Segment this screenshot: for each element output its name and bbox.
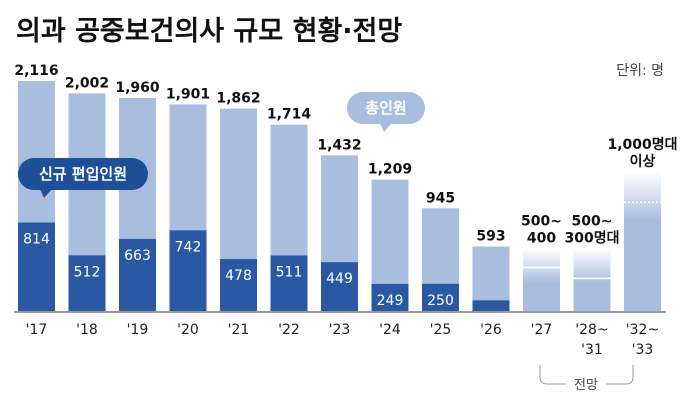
forecast-label-0: 500~ 400 bbox=[521, 214, 562, 247]
x-tick-12: '32~ '33 bbox=[626, 322, 659, 358]
bar-new-8 bbox=[422, 283, 459, 311]
label-new-1: 512 bbox=[74, 264, 101, 280]
forecast-label-1: 500~ 300명대 bbox=[565, 214, 620, 247]
bar-new-1 bbox=[68, 255, 106, 311]
x-tick-0: '17 bbox=[26, 322, 48, 338]
label-total-1: 2,002 bbox=[65, 75, 109, 91]
x-tick-3: '20 bbox=[177, 322, 199, 338]
bar-new-3 bbox=[169, 230, 207, 311]
x-tick-2: '19 bbox=[127, 322, 149, 338]
label-total-3: 1,901 bbox=[166, 86, 210, 102]
label-total-9: 593 bbox=[476, 229, 505, 245]
label-new-5: 511 bbox=[276, 264, 303, 280]
bar-new-4 bbox=[220, 259, 257, 311]
label-new-0: 814 bbox=[23, 232, 50, 248]
x-tick-9: '26 bbox=[480, 322, 502, 338]
legend-total-bg bbox=[347, 92, 425, 124]
x-tick-7: '24 bbox=[379, 322, 401, 338]
label-new-6: 449 bbox=[326, 271, 353, 287]
bar-new-9 bbox=[472, 300, 510, 311]
bar-new-6 bbox=[321, 262, 358, 311]
chart-title: 의과 공중보건의사 규모 현황·전망 bbox=[16, 16, 402, 47]
label-new-7: 249 bbox=[377, 293, 404, 309]
forecast-label: 전망 bbox=[574, 378, 598, 393]
x-axis-ticks: '17 '18 '19 '20 '21 '22 '23 '24 '25 '26 '27 '28~ '31… bbox=[26, 322, 660, 358]
label-total-0: 2,116 bbox=[14, 63, 58, 79]
label-total-5: 1,714 bbox=[267, 107, 312, 123]
label-new-8: 250 bbox=[427, 293, 454, 309]
label-new-9: 98 bbox=[482, 309, 500, 325]
label-total-4: 1,862 bbox=[216, 91, 260, 107]
x-tick-1: '18 bbox=[76, 322, 98, 338]
bar-new-7 bbox=[371, 283, 409, 311]
label-new-4: 478 bbox=[225, 268, 252, 284]
label-new-3: 742 bbox=[175, 239, 202, 255]
bar-new-5 bbox=[270, 255, 308, 311]
x-tick-6: '23 bbox=[329, 322, 351, 338]
forecast-bar-0 bbox=[523, 248, 560, 311]
x-tick-5: '22 bbox=[278, 322, 300, 338]
forecast-bar-1 bbox=[573, 248, 611, 311]
bar-new-0 bbox=[18, 222, 55, 311]
unit-label: 단위: 명 bbox=[616, 63, 664, 79]
label-total-2: 1,960 bbox=[115, 80, 160, 96]
bars-group: 2,116 814 2,002 512 1,960 663 1,901 742 1,862 478… bbox=[14, 63, 510, 325]
x-tick-10: '27 bbox=[531, 322, 553, 338]
legend-new-label: 신규 편입인원 bbox=[39, 165, 127, 183]
legend-new-pointer bbox=[40, 189, 52, 198]
label-total-7: 1,209 bbox=[368, 162, 412, 178]
forecast-label-bg bbox=[566, 374, 606, 394]
bar-total-9 bbox=[472, 246, 510, 311]
x-tick-11: '28~ '31 bbox=[575, 322, 608, 358]
label-new-2: 663 bbox=[124, 248, 151, 264]
label-total-6: 1,432 bbox=[317, 137, 361, 153]
x-tick-4: '21 bbox=[228, 322, 250, 338]
forecast-bar-2 bbox=[624, 171, 661, 311]
legend-total-pointer bbox=[380, 123, 392, 132]
bar-new-2 bbox=[119, 238, 156, 311]
label-total-8: 945 bbox=[426, 190, 455, 206]
legend-total-label: 총인원 bbox=[365, 99, 406, 117]
x-tick-8: '25 bbox=[430, 322, 452, 338]
legend-new-bg bbox=[18, 158, 148, 190]
forecast-label-2: 1,000명대 이상 bbox=[607, 136, 677, 170]
